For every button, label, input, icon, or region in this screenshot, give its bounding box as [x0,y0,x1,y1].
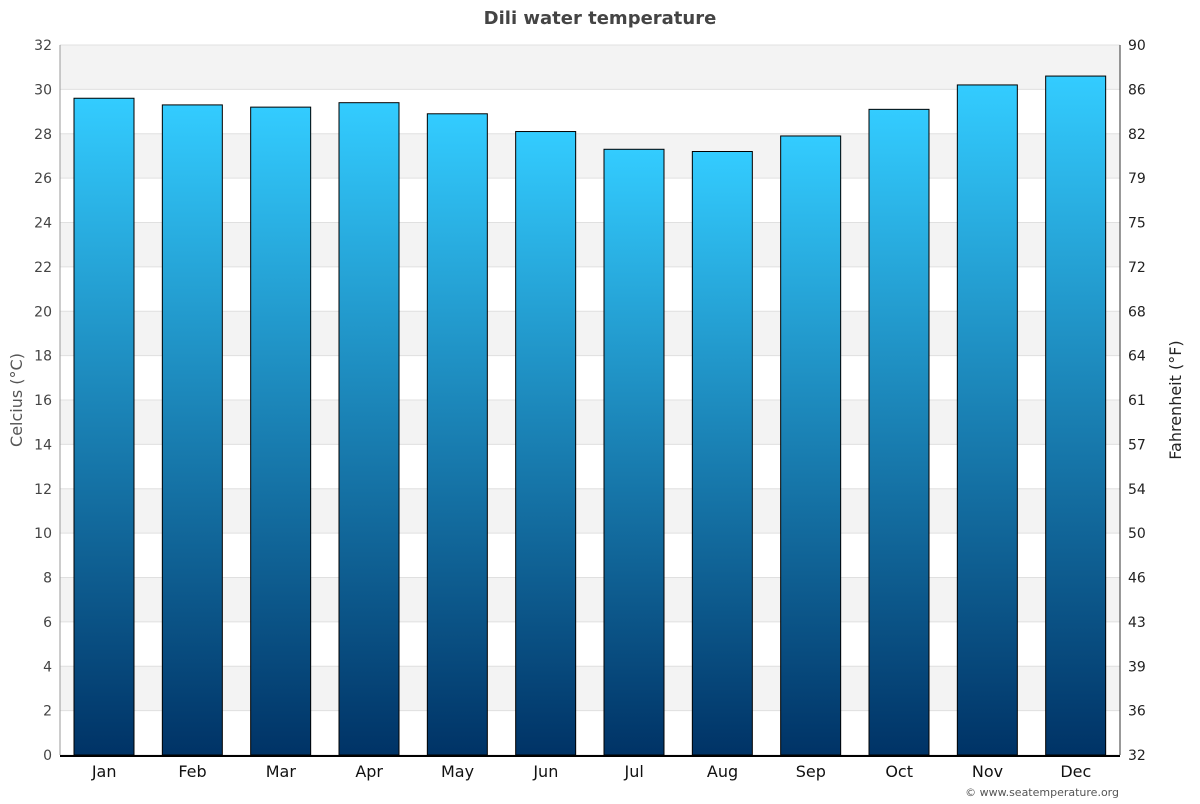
y-tick-label: 8 [43,571,52,587]
y-tick-label: 16 [34,393,52,409]
bar-aug [691,151,753,756]
y2-tick-label: 57 [1128,437,1146,453]
bar-oct [868,108,930,756]
y2-tick-label: 43 [1128,615,1146,631]
x-tick-label: Jan [91,762,117,781]
chart-title: Dili water temperature [484,8,717,29]
x-tick-label: Oct [885,762,913,781]
x-tick-label: Aug [707,762,738,781]
y2-tick-label: 68 [1128,304,1146,320]
x-tick-label: Apr [355,762,383,781]
y2-tick-label: 46 [1128,571,1146,587]
bar-jun [515,131,577,756]
y-tick-label: 0 [43,748,52,764]
bar-jan [73,97,135,756]
credit-link[interactable]: © www.seatemperature.org [965,786,1119,799]
y-tick-label: 32 [34,38,52,54]
y2-tick-label: 72 [1128,260,1146,276]
y2-tick-label: 75 [1128,216,1146,232]
y-tick-label: 20 [34,304,52,320]
y-axis-label: Celcius (°C) [7,353,26,447]
y-tick-label: 10 [34,526,52,542]
y2-axis-label: Fahrenheit (°F) [1166,340,1185,459]
y2-tick-label: 50 [1128,526,1146,542]
bar-may [426,113,488,756]
grid-band [60,577,1120,622]
y2-tick-label: 32 [1128,748,1146,764]
bar-dec [1045,75,1107,756]
grid-band [60,222,1120,267]
y2-tick-label: 90 [1128,38,1146,54]
y2-tick-label: 79 [1128,171,1146,187]
grid-band [60,311,1120,356]
bar-sep [780,135,842,756]
x-tick-label: Sep [796,762,826,781]
x-tick-label: Jun [532,762,558,781]
x-tick-label: Nov [972,762,1003,781]
x-tick-label: Dec [1060,762,1091,781]
grid-band [60,400,1120,445]
grid-band [60,133,1120,179]
x-tick-label: Jul [624,762,644,781]
y-tick-label: 2 [43,704,52,720]
bar-feb [161,104,223,756]
y-tick-label: 12 [34,482,52,498]
x-tick-label: Feb [178,762,206,781]
bar-apr [338,102,400,756]
y-tick-label: 28 [34,127,52,143]
y-tick-label: 6 [43,615,52,631]
bar-jul [603,148,665,756]
y-tick-label: 24 [34,216,52,232]
y-tick-label: 26 [34,171,52,187]
y2-tick-label: 54 [1128,482,1146,498]
y2-tick-label: 86 [1128,82,1146,98]
bar-mar [250,106,312,756]
grid-band [60,488,1120,534]
grid-band [60,666,1120,711]
bar-nov [956,84,1018,756]
y-tick-label: 30 [34,82,52,98]
y2-tick-label: 39 [1128,659,1146,675]
y2-tick-label: 64 [1128,349,1146,365]
x-tick-label: Mar [266,762,297,781]
y2-tick-label: 61 [1128,393,1146,409]
y-tick-label: 18 [34,349,52,365]
y-tick-label: 4 [43,659,52,675]
y-tick-label: 14 [34,437,52,453]
x-tick-label: May [441,762,474,781]
y2-tick-label: 82 [1128,127,1146,143]
y-tick-label: 22 [34,260,52,276]
grid-band [60,45,1120,90]
y2-tick-label: 36 [1128,704,1146,720]
